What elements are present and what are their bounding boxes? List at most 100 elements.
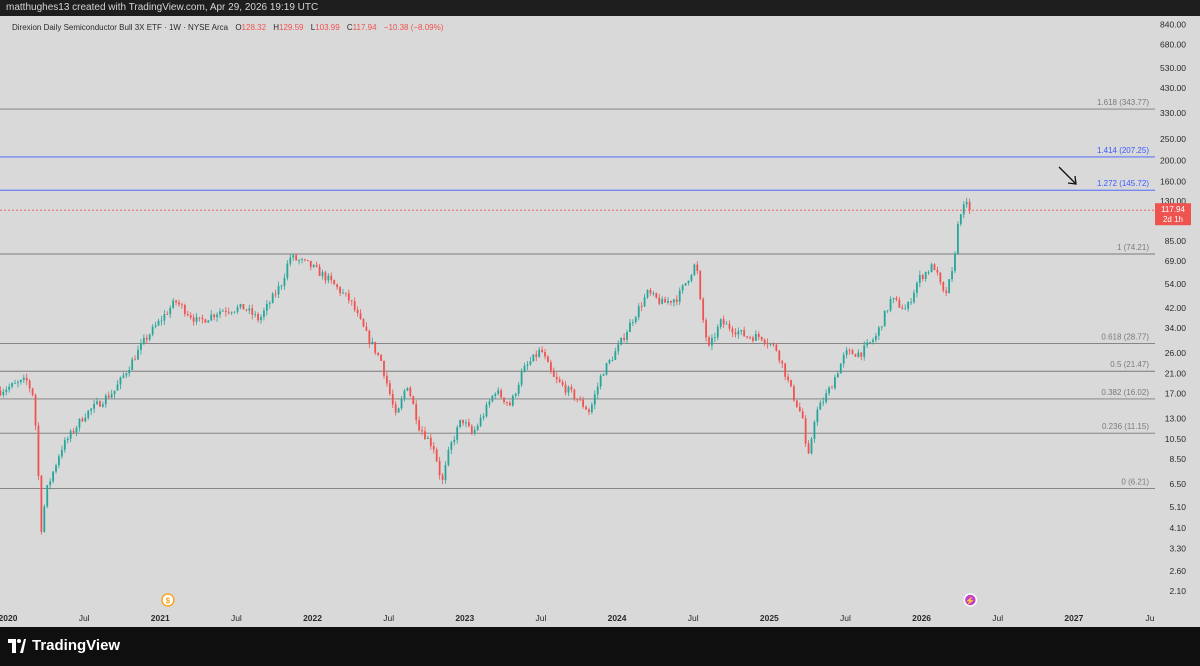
candle-body <box>535 354 538 357</box>
y-axis-tick-label: 34.00 <box>1165 323 1187 333</box>
candle-body <box>22 377 25 380</box>
candle-body <box>763 339 766 343</box>
candle-body <box>936 270 939 273</box>
candle-body <box>350 300 353 302</box>
arrow-annotation <box>1058 166 1077 185</box>
candle-body <box>699 270 702 299</box>
candle-body <box>125 373 128 376</box>
candle-body <box>851 350 854 355</box>
fib-level-label: 0.5 (21.47) <box>1110 360 1149 369</box>
candle-body <box>96 401 98 404</box>
candle-body <box>386 375 388 384</box>
candle-body <box>172 300 175 308</box>
candle-body <box>239 304 242 308</box>
fib-level-label: 1.618 (343.77) <box>1097 98 1149 107</box>
y-axis-tick-label: 8.50 <box>1169 454 1186 464</box>
split-marker[interactable] <box>963 593 978 607</box>
candle-body <box>927 271 930 273</box>
x-axis-tick-label: 2024 <box>608 613 627 623</box>
candle-body <box>148 334 151 340</box>
candle-body <box>690 274 693 281</box>
candle-body <box>37 425 40 477</box>
y-axis-tick-label: 17.00 <box>1165 388 1187 398</box>
candle-body <box>456 427 459 440</box>
candle-body <box>362 318 365 327</box>
candle-body <box>204 319 207 323</box>
candle-body <box>942 282 945 291</box>
candle-body <box>860 352 863 357</box>
candle-body <box>819 402 822 410</box>
candle-body <box>921 275 924 279</box>
candle-body <box>766 342 769 345</box>
candle-body <box>558 379 561 382</box>
candle-body <box>380 354 382 361</box>
candle-body <box>526 364 529 366</box>
candle-body <box>962 204 965 215</box>
candle-body <box>541 349 544 353</box>
candle-body <box>702 298 705 321</box>
candle-body <box>181 304 183 306</box>
candle-body <box>263 310 265 317</box>
candle-body <box>186 314 189 316</box>
candle-body <box>298 259 300 261</box>
candle-body <box>60 449 63 457</box>
candle-body <box>157 320 160 326</box>
candle-body <box>877 327 880 336</box>
candle-body <box>142 337 145 344</box>
x-axis-tick-label: Ju <box>1146 613 1155 623</box>
candle-body <box>5 389 8 392</box>
dividend-marker[interactable] <box>161 593 175 607</box>
candle-body <box>857 352 860 357</box>
candle-body <box>910 302 912 303</box>
candle-body <box>737 331 740 335</box>
candle-body <box>137 349 139 360</box>
candle-body <box>520 371 523 385</box>
candle-body <box>46 485 49 507</box>
candle-body <box>295 255 298 261</box>
x-axis-tick-label: 2023 <box>455 613 474 623</box>
svg-text:Direxion Daily Semiconductor B: Direxion Daily Semiconductor Bull 3X ETF… <box>12 23 444 32</box>
candle-body <box>549 362 552 371</box>
candle-body <box>55 465 57 472</box>
x-axis-tick-label: Jul <box>992 613 1003 623</box>
candle-body <box>81 418 84 422</box>
candle-body <box>265 304 268 311</box>
footer-bar: TradingView <box>0 627 1200 666</box>
candle-body <box>626 332 628 340</box>
candle-body <box>107 395 110 398</box>
candle-body <box>511 395 514 406</box>
price-chart[interactable]: 1.618 (343.77) 1.414 (207.25) 1.272 (145.7… <box>0 16 1200 627</box>
candle-body <box>160 320 163 322</box>
candle-body <box>236 307 239 312</box>
candle-body <box>230 312 233 314</box>
tradingview-logo: TradingView <box>8 637 120 654</box>
candle-body <box>353 301 356 310</box>
candle-body <box>347 293 350 301</box>
x-axis-tick-label: 2020 <box>0 613 18 623</box>
candle-body <box>693 264 696 275</box>
candle-body <box>901 307 904 309</box>
candle-body <box>104 395 107 405</box>
candle-body <box>605 363 608 375</box>
candle-body <box>87 410 90 418</box>
candle-body <box>412 396 415 405</box>
candle-body <box>8 386 11 390</box>
candle-body <box>913 292 915 303</box>
candle-body <box>14 383 16 384</box>
candle-body <box>479 417 482 426</box>
candle-body <box>415 404 418 421</box>
candle-body <box>719 319 722 327</box>
candle-body <box>614 351 617 360</box>
candle-body <box>403 390 406 400</box>
candle-body <box>453 439 456 443</box>
candle-body <box>11 383 13 387</box>
candle-body <box>151 326 154 335</box>
candle-body <box>233 311 236 313</box>
lightning-icon: ⚡ <box>965 596 975 606</box>
candle-body <box>2 391 5 395</box>
close-label: C <box>347 23 353 32</box>
candle-body <box>775 344 778 351</box>
candle-body <box>219 311 221 315</box>
candle-body <box>336 284 339 288</box>
candle-body <box>948 279 951 294</box>
